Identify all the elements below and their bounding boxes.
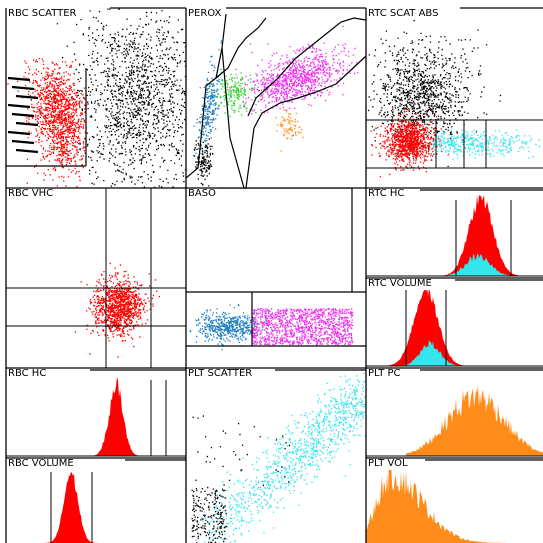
red-cluster-points — [370, 108, 449, 178]
cyan-histogram — [436, 253, 536, 276]
rbc-volume-title: RBC VOLUME — [7, 458, 76, 470]
black-cluster — [366, 18, 502, 167]
cyan-histogram — [386, 340, 476, 366]
black-cluster — [191, 488, 228, 543]
red-histogram-area — [36, 471, 106, 543]
rbc-vhc-plot — [6, 188, 186, 368]
rtc-scat-abs-panel: RTC SCAT ABS — [366, 8, 543, 188]
blue-cluster — [192, 40, 223, 163]
plt-vol-title: PLT VOL — [367, 458, 410, 470]
rtc-volume-panel: RTC VOLUME — [366, 278, 543, 368]
red-cluster — [7, 58, 88, 188]
dash-mark — [15, 148, 39, 154]
red-histogram — [36, 471, 106, 543]
dash-mark — [11, 85, 35, 91]
sparse-points — [249, 43, 346, 98]
orange-histogram — [366, 458, 543, 543]
magenta-cluster-points — [229, 25, 359, 115]
red-histogram-area — [86, 377, 156, 456]
orange-histogram-area — [366, 458, 543, 543]
perox-plot — [186, 13, 366, 188]
black-scatter-points — [192, 415, 291, 489]
plt-vol-panel: PLT VOL — [366, 458, 543, 543]
red-histogram — [86, 377, 156, 456]
cyan-cluster-points — [195, 369, 366, 543]
rbc-vhc-title: RBC VHC — [7, 188, 56, 200]
rtc-volume-title: RTC VOLUME — [367, 278, 434, 290]
plt-vol-histogram — [366, 458, 543, 543]
black-scatter-points — [376, 29, 488, 128]
sparse-points-points — [249, 43, 346, 98]
plt-scatter-panel: PLT SCATTER — [186, 368, 366, 543]
baso-title: BASO — [187, 188, 218, 200]
rbc-scatter-title: RBC SCATTER — [7, 8, 79, 20]
dash-mark — [7, 130, 31, 136]
baso-plot — [186, 188, 366, 351]
magenta-cluster — [252, 308, 354, 346]
gate-outline — [245, 127, 255, 188]
red-histogram — [436, 194, 536, 276]
dash-mark — [7, 103, 31, 109]
red-histogram-area — [436, 194, 536, 276]
red-histogram — [386, 284, 476, 366]
rbc-volume-panel: RBC VOLUME — [6, 458, 186, 543]
rbc-hc-title: RBC HC — [7, 368, 49, 380]
rbc-hc-panel: RBC HC — [6, 368, 186, 458]
gate-outline — [215, 17, 267, 79]
magenta-cluster — [229, 25, 359, 115]
orange-histogram-area — [406, 385, 543, 456]
blue-cluster-points — [189, 304, 271, 351]
red-cluster — [370, 108, 449, 178]
cyan-histogram-area — [436, 253, 536, 276]
rtc-scat-abs-title: RTC SCAT ABS — [367, 8, 441, 20]
red-cluster — [74, 262, 161, 358]
perox-panel: PEROX — [186, 8, 366, 188]
rtc-volume-histogram — [366, 284, 543, 367]
blue-cluster — [189, 304, 271, 351]
red-histogram-area — [386, 284, 476, 366]
plt-pc-panel: PLT PC — [366, 368, 543, 458]
plt-pc-histogram — [366, 385, 543, 457]
rtc-hc-panel: RTC HC — [366, 188, 543, 278]
black-cluster-points — [193, 132, 214, 187]
dash-mark — [11, 112, 35, 118]
perox-title: PEROX — [187, 8, 224, 20]
rbc-volume-histogram — [36, 471, 106, 543]
dash-mark — [11, 139, 35, 145]
rbc-hc-histogram — [6, 377, 186, 457]
red-cluster-points — [74, 262, 161, 358]
orange-histogram — [406, 385, 543, 456]
plt-scatter-plot — [191, 369, 366, 543]
cyan-cluster — [195, 369, 366, 543]
rtc-hc-histogram — [366, 194, 543, 277]
gate-outline — [247, 17, 366, 117]
black-cluster-points — [366, 18, 502, 167]
orange-cluster — [275, 109, 304, 152]
plt-pc-title: PLT PC — [367, 368, 403, 380]
rbc-scatter-panel: RBC SCATTER — [6, 8, 186, 188]
gate-outline — [221, 47, 245, 188]
dash-mark — [7, 76, 31, 82]
rtc-scat-abs-plot — [366, 18, 543, 178]
black-scatter — [192, 415, 291, 489]
black-cluster-points — [191, 488, 228, 543]
black-scatter — [376, 29, 488, 128]
black-cluster — [193, 132, 214, 187]
gate-outline — [253, 55, 366, 129]
orange-cluster-points — [275, 109, 304, 152]
rbc-vhc-panel: RBC VHC — [6, 188, 186, 368]
rtc-hc-title: RTC HC — [367, 188, 407, 200]
cyan-histogram-area — [386, 340, 476, 366]
rbc-scatter-plot — [6, 8, 186, 188]
plt-scatter-title: PLT SCATTER — [187, 368, 255, 380]
blue-cluster-points — [192, 40, 223, 163]
magenta-cluster-points — [252, 308, 354, 346]
red-cluster-points — [7, 58, 88, 188]
baso-panel: BASO — [186, 188, 366, 368]
dash-mark — [15, 121, 39, 127]
dash-mark — [15, 94, 39, 100]
